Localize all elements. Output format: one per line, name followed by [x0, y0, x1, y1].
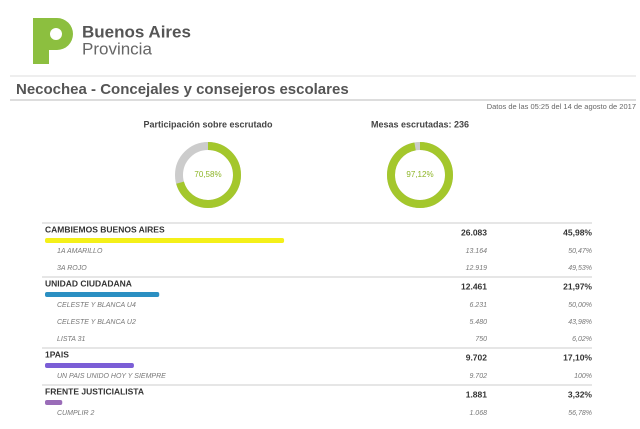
- logo-hole: [50, 28, 62, 40]
- party-votes: 12.461: [461, 281, 487, 291]
- list-pct: 50,47%: [568, 248, 592, 255]
- list-name: 3A ROJO: [57, 265, 87, 272]
- party-name: CAMBIEMOS BUENOS AIRES: [45, 224, 165, 234]
- summary-title: Mesas escrutadas: 236: [371, 119, 469, 129]
- list-pct: 6,02%: [572, 336, 592, 343]
- party-bar: [45, 400, 63, 405]
- list-pct: 100%: [574, 373, 592, 380]
- list-name: CELESTE Y BLANCA U2: [57, 319, 136, 326]
- party-bar: [45, 363, 134, 368]
- list-votes: 1.068: [469, 410, 487, 417]
- list-name: LISTA 31: [57, 336, 86, 343]
- party-votes: 9.702: [466, 352, 488, 362]
- date: Datos de las 05:25 del 14 de agosto de 2…: [487, 102, 636, 111]
- logo: [33, 18, 73, 64]
- party-bar: [45, 238, 285, 243]
- list-pct: 56,78%: [568, 410, 592, 417]
- list-votes: 750: [475, 336, 487, 343]
- list-name: 1A AMARILLO: [57, 248, 103, 255]
- party-votes: 26.083: [461, 227, 487, 237]
- party-pct: 45,98%: [563, 227, 592, 237]
- page-title: Necochea - Concejales y consejeros escol…: [16, 81, 349, 98]
- brand: Buenos Aires: [82, 22, 191, 41]
- list-name: CUMPLIR 2: [57, 410, 94, 417]
- list-pct: 43,98%: [568, 319, 592, 326]
- list-pct: 49,53%: [568, 265, 592, 272]
- party-pct: 17,10%: [563, 352, 592, 362]
- list-votes: 5.480: [469, 319, 487, 326]
- party-pct: 21,97%: [563, 281, 592, 291]
- party-name: 1PAIS: [45, 349, 69, 359]
- list-votes: 6.231: [469, 302, 487, 309]
- donut-label: 70,58%: [194, 170, 221, 179]
- list-name: UN PAIS UNIDO HOY Y SIEMPRE: [57, 373, 166, 380]
- list-votes: 12.919: [466, 265, 488, 272]
- party-name: FRENTE JUSTICIALISTA: [45, 386, 144, 396]
- party-name: UNIDAD CIUDADANA: [45, 278, 132, 288]
- donut-label: 97,12%: [406, 170, 433, 179]
- donut-arc: [387, 142, 453, 208]
- header: [0, 0, 640, 75]
- list-votes: 13.164: [466, 248, 488, 255]
- list-pct: 50,00%: [568, 302, 592, 309]
- summary-title: Participación sobre escrutado: [143, 119, 273, 129]
- party-votes: 1.881: [466, 389, 488, 399]
- party-pct: 3,32%: [568, 389, 593, 399]
- party-bar: [45, 292, 160, 297]
- list-votes: 9.702: [469, 373, 487, 380]
- subbrand: Provincia: [82, 39, 152, 58]
- list-name: CELESTE Y BLANCA U4: [57, 302, 136, 309]
- donut-arc: [175, 142, 241, 208]
